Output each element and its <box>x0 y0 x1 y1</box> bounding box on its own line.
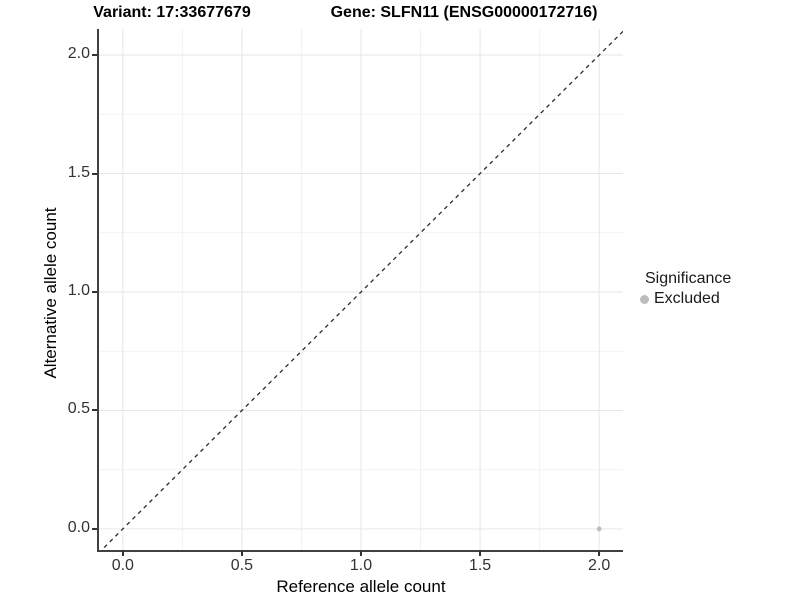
plot-title-variant: Variant: 17:33677679 <box>93 4 251 21</box>
x-axis-tick <box>121 551 124 556</box>
plot-panel <box>97 29 623 552</box>
plot-title-gene: Gene: SLFN11 (ENSG00000172716) <box>330 4 598 21</box>
x-axis-tick-label: 0.0 <box>111 557 134 574</box>
y-axis-tick-label: 0.5 <box>67 400 90 418</box>
data-point[interactable] <box>596 526 602 532</box>
y-axis-tick-label: 1.0 <box>67 281 90 299</box>
legend-item-excluded: Excluded <box>640 290 731 308</box>
legend-item-label: Excluded <box>654 290 720 307</box>
y-axis-tick <box>92 54 97 57</box>
x-axis-tick <box>360 551 362 556</box>
y-axis-tick <box>92 290 97 293</box>
x-axis-tick-label: 1.5 <box>468 557 492 574</box>
y-axis-tick <box>92 527 97 530</box>
x-axis-tick-label: 2.0 <box>588 557 611 574</box>
y-axis-title: Alternative allele count <box>41 207 60 379</box>
y-axis-tick-label: 0.0 <box>67 518 90 536</box>
y-axis-tick <box>92 409 97 412</box>
x-axis-tick-label: 0.5 <box>230 557 254 574</box>
y-axis-tick-label: 2.0 <box>67 45 90 63</box>
x-axis-tick <box>479 551 482 556</box>
legend-title: Significance <box>645 270 732 287</box>
x-axis-tick-label: 1.0 <box>349 557 373 574</box>
x-axis-tick <box>240 551 243 556</box>
plot-canvas <box>99 29 623 550</box>
y-axis-tick-label: 1.5 <box>67 163 90 181</box>
legend: Significance Excluded <box>640 269 731 308</box>
y-axis-tick <box>92 172 97 175</box>
x-axis-tick <box>598 551 601 556</box>
x-axis-title: Reference allele count <box>276 577 446 596</box>
legend-point-icon <box>640 294 649 304</box>
